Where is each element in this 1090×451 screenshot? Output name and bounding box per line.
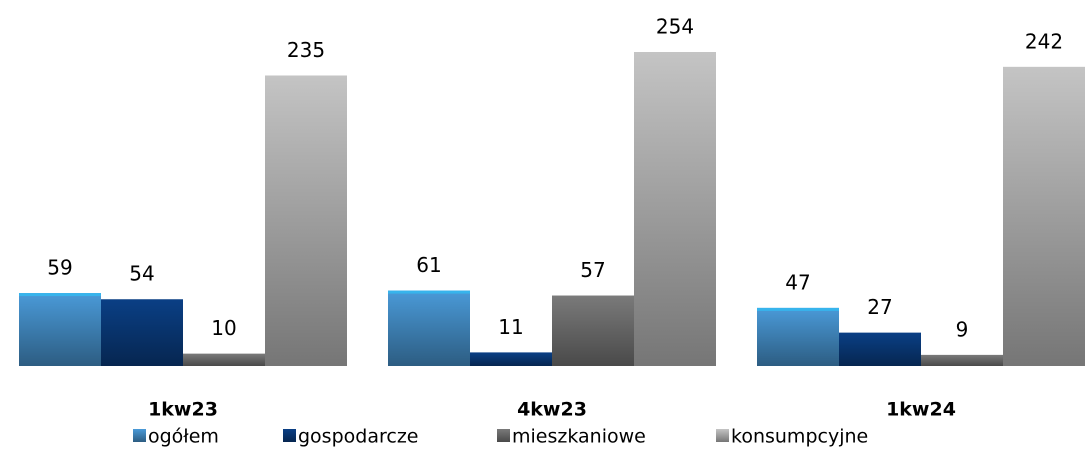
bar-shade	[183, 353, 265, 366]
bar-shade	[388, 290, 470, 366]
value-label: 242	[1025, 29, 1063, 53]
bar-shade	[921, 354, 1003, 366]
bar-highlight	[388, 290, 470, 294]
bar-shade	[1003, 66, 1085, 366]
bar-highlight	[19, 293, 101, 297]
x-tick-label: 1kw23	[148, 399, 218, 421]
value-label: 47	[785, 270, 810, 294]
bar-shade	[19, 293, 101, 366]
value-label: 254	[656, 15, 694, 39]
legend-swatch-shade	[283, 429, 296, 442]
value-label: 11	[498, 315, 523, 339]
legend-label: konsumpcyjne	[731, 426, 868, 448]
bar-shade	[101, 299, 183, 366]
value-label: 61	[416, 253, 441, 277]
legend-label: ogółem	[148, 426, 219, 448]
x-tick-label: 1kw24	[886, 399, 956, 421]
bar-shade	[634, 52, 716, 366]
x-tick-label: 4kw23	[517, 399, 587, 421]
value-label: 57	[580, 258, 605, 282]
value-label: 10	[211, 316, 236, 340]
bar-highlight	[757, 307, 839, 311]
legend-swatch-shade	[133, 429, 146, 442]
legend-label: mieszkaniowe	[512, 426, 646, 448]
bar-shade	[757, 307, 839, 366]
bar-shade	[552, 295, 634, 366]
value-label: 9	[956, 317, 969, 341]
bar-shade	[470, 352, 552, 366]
value-label: 54	[129, 262, 154, 286]
value-label: 27	[867, 295, 892, 319]
bar-shade	[839, 332, 921, 366]
value-label: 59	[47, 256, 72, 280]
bar-shade	[265, 75, 347, 366]
value-label: 235	[287, 38, 325, 62]
legend-swatch-shade	[497, 429, 510, 442]
legend-label: gospodarcze	[298, 426, 418, 448]
legend-swatch-shade	[716, 429, 729, 442]
